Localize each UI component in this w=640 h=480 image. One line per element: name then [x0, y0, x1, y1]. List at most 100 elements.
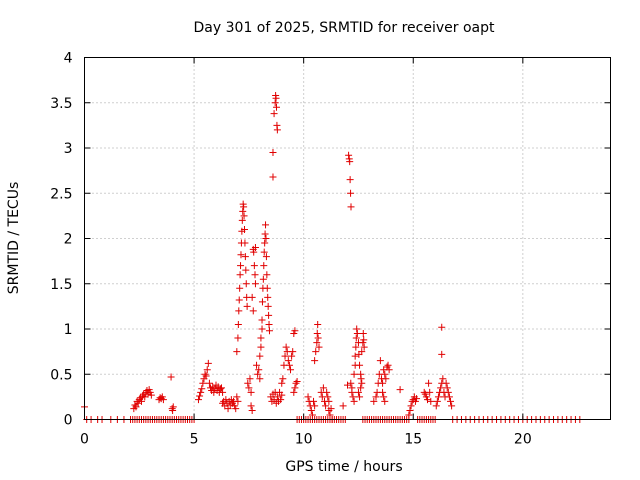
data-point	[423, 396, 431, 404]
data-point	[426, 388, 434, 396]
data-point	[310, 397, 318, 405]
data-point	[360, 336, 368, 344]
data-point	[354, 388, 362, 396]
data-point	[234, 334, 242, 342]
data-point	[253, 361, 261, 369]
data-point	[240, 225, 248, 233]
data-point	[242, 266, 250, 274]
data-point	[250, 262, 258, 270]
data-point	[311, 402, 319, 410]
data-point	[290, 388, 298, 396]
data-point	[248, 406, 256, 414]
x-axis-label: GPS time / hours	[285, 459, 402, 475]
data-point	[339, 402, 347, 410]
data-point	[237, 251, 245, 259]
data-point	[282, 343, 290, 351]
data-point	[261, 230, 269, 238]
data-point	[326, 411, 334, 419]
data-point	[381, 397, 389, 405]
data-point	[261, 239, 269, 247]
data-point	[258, 316, 266, 324]
data-point	[382, 375, 390, 383]
data-point	[257, 343, 265, 351]
y-tick-label: 2.5	[50, 186, 72, 202]
data-point	[427, 397, 435, 405]
grid-lines	[84, 57, 611, 420]
data-point	[233, 348, 241, 356]
data-point	[216, 385, 224, 393]
data-point	[258, 325, 266, 333]
data-point	[251, 280, 259, 288]
data-point	[265, 320, 273, 328]
y-tick-label: 3.5	[50, 96, 72, 112]
data-point	[285, 361, 293, 369]
y-tick-label: 3	[64, 141, 73, 157]
y-tick-label: 0.5	[50, 367, 72, 383]
data-point	[265, 327, 273, 335]
x-tick-label: 5	[190, 432, 199, 448]
data-point	[262, 221, 270, 229]
plot-frame	[84, 57, 611, 420]
data-point	[292, 379, 300, 387]
data-point	[242, 280, 250, 288]
data-point	[344, 381, 351, 389]
data-point	[250, 248, 258, 256]
data-point	[347, 379, 355, 387]
data-point	[384, 361, 392, 369]
data-point	[237, 262, 245, 270]
data-point	[278, 379, 286, 387]
data-point	[356, 393, 364, 401]
data-point	[265, 311, 273, 319]
data-point	[194, 396, 202, 404]
data-point	[257, 334, 265, 342]
data-point	[219, 388, 227, 396]
data-point	[312, 348, 320, 356]
data-point	[311, 357, 319, 365]
data-point	[323, 388, 331, 396]
data-point	[251, 244, 259, 252]
chart-title: Day 301 of 2025, SRMTID for receiver oap…	[194, 20, 495, 36]
data-point	[244, 379, 252, 387]
data-point	[358, 379, 366, 387]
data-point	[407, 402, 415, 410]
data-point	[307, 406, 315, 414]
data-point	[376, 357, 384, 365]
data-point	[370, 397, 378, 405]
data-point	[256, 375, 264, 383]
data-point	[235, 296, 243, 304]
data-point	[196, 392, 204, 400]
data-point	[322, 402, 330, 410]
data-point	[325, 397, 333, 405]
data-point	[313, 339, 321, 347]
data-point	[315, 343, 323, 351]
data-point	[232, 405, 240, 413]
data-point	[263, 284, 271, 292]
data-point	[256, 352, 264, 360]
data-point	[279, 375, 287, 383]
data-point	[443, 384, 451, 392]
data-point	[241, 239, 249, 247]
data-point	[287, 366, 295, 374]
data-point	[260, 262, 268, 270]
data-point	[351, 352, 359, 360]
data-point	[243, 302, 251, 310]
y-tick-label: 4	[64, 51, 73, 67]
data-point	[381, 370, 389, 378]
data-point	[347, 189, 355, 197]
data-point	[205, 379, 213, 387]
data-point	[202, 372, 210, 380]
data-point	[308, 411, 316, 419]
data-point	[372, 393, 380, 401]
data-point	[277, 396, 285, 404]
data-point	[356, 361, 364, 369]
data-point	[273, 126, 281, 134]
data-point	[167, 373, 175, 381]
data-point	[445, 393, 453, 401]
data-point	[147, 391, 155, 399]
data-point	[201, 370, 209, 378]
data-point	[233, 393, 241, 401]
data-point	[236, 284, 244, 292]
data-point	[406, 406, 414, 414]
data-point	[199, 379, 207, 387]
data-point	[432, 402, 440, 410]
